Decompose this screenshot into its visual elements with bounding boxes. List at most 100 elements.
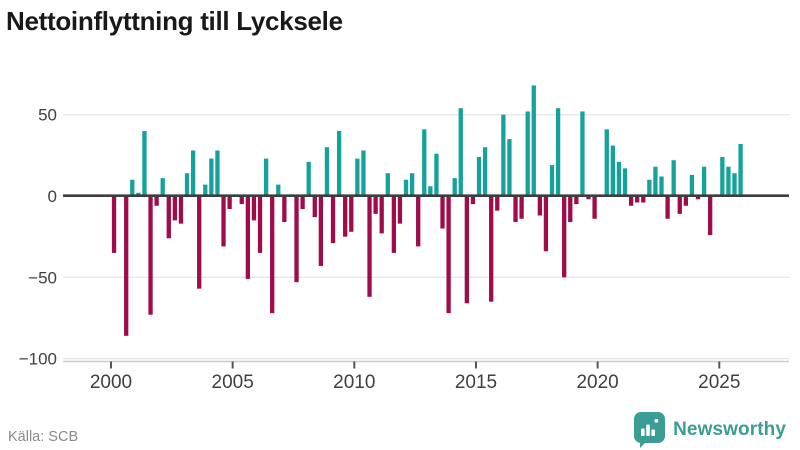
- x-tick-label: 2010: [333, 372, 375, 393]
- bar: [653, 166, 658, 196]
- bar: [689, 174, 695, 196]
- bar: [501, 114, 506, 196]
- bar: [537, 196, 542, 216]
- bar: [683, 196, 688, 206]
- x-tick-label: 2025: [698, 372, 740, 393]
- bar: [446, 196, 451, 314]
- bar: [659, 176, 664, 196]
- bar: [416, 196, 421, 247]
- bar: [197, 196, 202, 289]
- bar: [343, 196, 348, 237]
- bar: [422, 129, 427, 196]
- bar: [665, 196, 670, 219]
- bar: [513, 196, 518, 223]
- bar: [318, 196, 324, 266]
- newsworthy-wordmark: Newsworthy: [673, 418, 786, 440]
- newsworthy-icon: [634, 412, 666, 448]
- bar: [184, 173, 190, 196]
- y-tick-label: 50: [38, 106, 57, 125]
- bar: [263, 158, 269, 196]
- source-label: Källa: SCB: [8, 429, 79, 445]
- bar: [531, 85, 536, 196]
- bar: [409, 173, 415, 196]
- bar: [178, 196, 184, 224]
- bar: [574, 196, 579, 205]
- bar: [647, 179, 652, 196]
- bar: [397, 196, 403, 224]
- bar: [610, 145, 615, 196]
- bar: [525, 111, 530, 196]
- bar: [166, 196, 171, 239]
- bar: [349, 196, 354, 232]
- bar: [458, 108, 463, 196]
- y-tick-label: −100: [19, 350, 57, 369]
- bar: [215, 150, 220, 196]
- bar: [270, 196, 275, 314]
- bar: [251, 196, 257, 221]
- bar: [403, 179, 409, 196]
- bar: [130, 179, 135, 196]
- bar: [245, 196, 251, 279]
- bar: [379, 196, 384, 234]
- bar: [172, 196, 178, 221]
- bar: [111, 196, 117, 253]
- bar: [154, 196, 159, 206]
- bar: [519, 196, 524, 219]
- bar: [209, 158, 214, 196]
- bar: [367, 196, 372, 297]
- bar: [306, 161, 311, 196]
- bar: [148, 196, 153, 315]
- bar: [555, 108, 561, 196]
- bar: [568, 196, 573, 223]
- bar: [221, 196, 226, 247]
- bar: [586, 196, 591, 200]
- bar: [604, 129, 609, 196]
- bar: [732, 173, 737, 196]
- bar: [324, 147, 330, 196]
- bar: [452, 178, 457, 196]
- bar: [616, 161, 622, 196]
- bar: [373, 196, 378, 214]
- bar: [671, 160, 676, 196]
- chart-title: Nettoinflyttning till Lycksele: [6, 6, 343, 36]
- bar: [482, 147, 488, 196]
- x-tick-label: 2015: [455, 372, 497, 393]
- bar: [361, 150, 366, 196]
- bar: [562, 196, 567, 278]
- bar: [464, 196, 470, 304]
- bar: [720, 156, 725, 196]
- newsworthy-logo[interactable]: Newsworthy: [633, 411, 786, 448]
- bar: [385, 173, 390, 196]
- bar: [330, 196, 336, 244]
- bar: [495, 196, 500, 211]
- bar: [440, 196, 445, 229]
- bar: [738, 143, 743, 196]
- bar: [641, 196, 646, 203]
- bar: [507, 139, 512, 196]
- bar: [677, 196, 682, 214]
- bar: [434, 153, 439, 196]
- bar: [160, 178, 165, 196]
- bar: [580, 111, 585, 196]
- x-tick-label: 2000: [90, 372, 132, 393]
- bar: [635, 196, 640, 203]
- bar: [355, 158, 360, 196]
- bar: [428, 186, 433, 196]
- bar: [391, 196, 397, 253]
- bar: [300, 196, 305, 210]
- bar: [628, 196, 634, 206]
- bar: [276, 184, 281, 196]
- bar: [227, 196, 232, 210]
- bar: [282, 196, 287, 223]
- bar: [726, 166, 731, 196]
- bar: [190, 150, 196, 196]
- bar: [142, 130, 147, 196]
- x-tick-label: 2020: [576, 372, 618, 393]
- bar: [294, 196, 299, 283]
- bar: [543, 196, 549, 252]
- bar: [592, 196, 597, 219]
- y-tick-label: 0: [48, 187, 57, 206]
- bar: [239, 196, 244, 205]
- bar: [336, 130, 342, 196]
